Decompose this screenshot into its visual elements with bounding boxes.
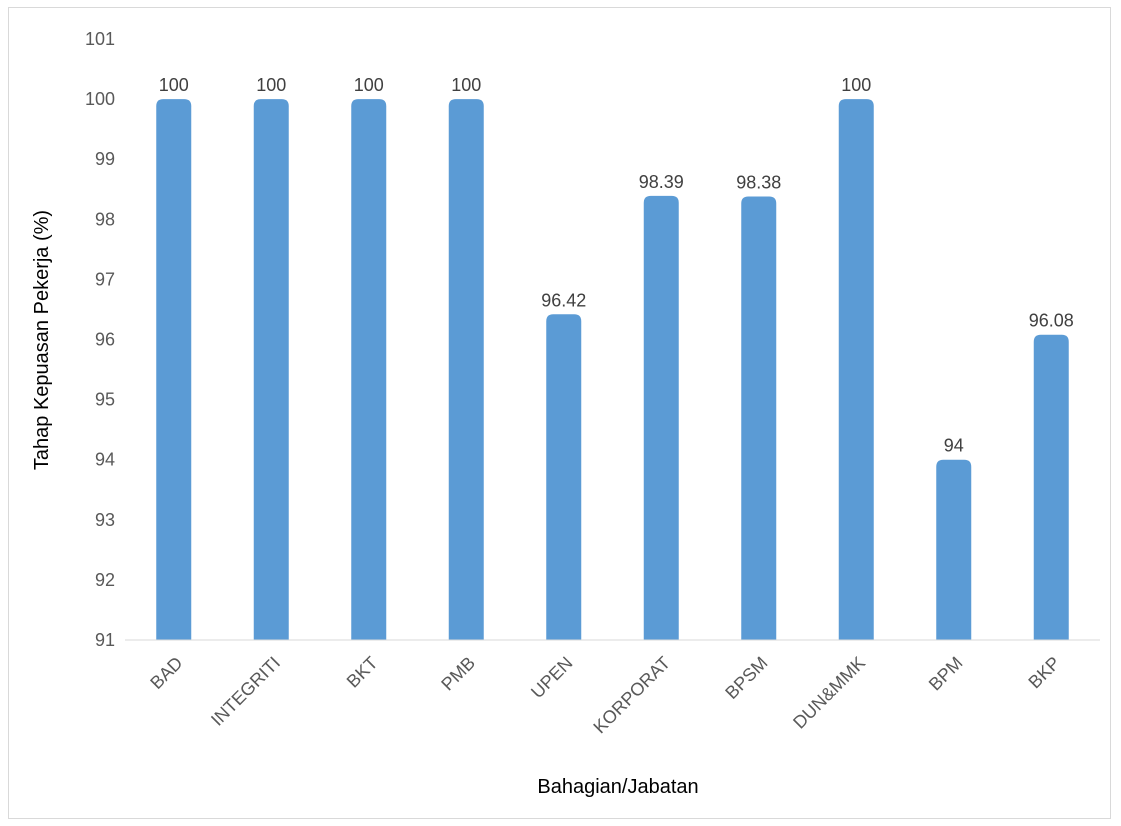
bar-integriti [253,99,289,641]
bar-bkt [351,99,387,641]
y-axis-title: Tahap Kepuasan Pekerja (%) [31,210,53,470]
data-label: 98.39 [639,172,684,192]
x-tick-label: BPSM [721,653,771,703]
y-tick-label: 99 [95,149,115,169]
y-axis-ticks: 91 92 93 94 95 96 97 98 99 100 101 [85,29,115,650]
x-tick-label: BPM [925,653,967,695]
data-label: 94 [944,436,964,456]
bar-bpsm [741,196,777,640]
y-tick-label: 94 [95,450,115,470]
bars [156,99,1069,641]
data-label: 98.38 [736,172,781,192]
y-tick-label: 96 [95,330,115,350]
data-labels: 100 100 100 100 96.42 98.39 98.38 100 94 96.08 [159,75,1074,456]
y-tick-label: 97 [95,269,115,289]
x-tick-label: KORPORAT [589,653,674,738]
y-tick-label: 91 [95,630,115,650]
y-tick-label: 92 [95,570,115,590]
data-label: 100 [159,75,189,95]
x-axis-ticks: BAD INTEGRITI BKT PMB UPEN KORPORAT BPSM DUN&MM… [146,653,1064,738]
x-tick-label: PMB [437,653,479,695]
data-label: 100 [256,75,286,95]
x-tick-label: INTEGRITI [207,653,284,730]
data-label: 100 [354,75,384,95]
x-tick-label: BKP [1024,653,1064,693]
bar-upen [546,314,582,640]
bar-dun-mmk [838,99,874,641]
y-tick-label: 101 [85,29,115,49]
x-axis-title: Bahagian/Jabatan [537,776,698,798]
x-tick-label: DUN&MMK [789,653,869,733]
data-label: 96.42 [541,290,586,310]
x-tick-label: UPEN [527,653,577,703]
bar-bpm [936,459,972,640]
data-label: 100 [451,75,481,95]
data-label: 96.08 [1029,311,1074,331]
bar-bkp [1033,334,1069,640]
y-tick-label: 98 [95,209,115,229]
x-tick-label: BKT [343,653,382,692]
y-tick-label: 100 [85,89,115,109]
y-tick-label: 95 [95,390,115,410]
y-tick-label: 93 [95,510,115,530]
bar-korporat [643,195,679,640]
data-label: 100 [841,75,871,95]
bar-bad [156,99,192,641]
x-tick-label: BAD [146,653,186,693]
bar-pmb [448,99,484,641]
